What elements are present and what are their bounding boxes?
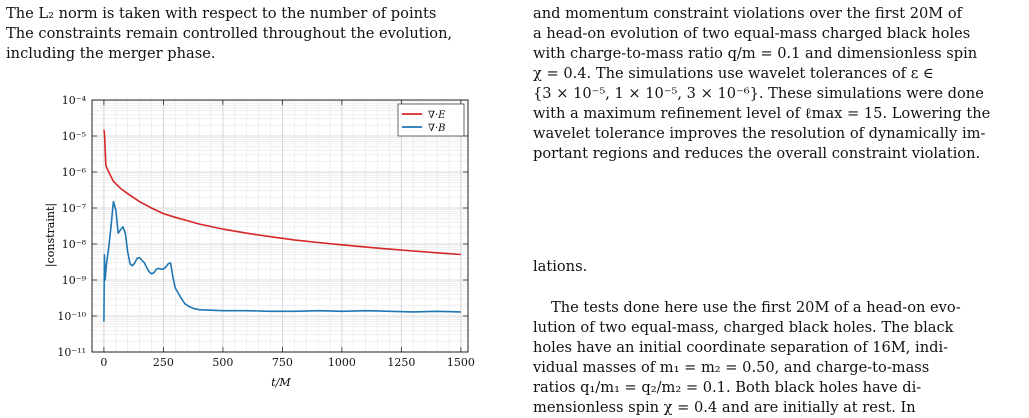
right-caption-line: portant regions and reduces the overall …: [533, 145, 981, 162]
y-tick-label: 10⁻⁶: [62, 166, 87, 179]
left-caption-line-3: including the merger phase.: [6, 45, 216, 62]
chart-axes: 0 250 500 750 1000 1250 1500 10⁻⁴ 10⁻⁵ 10⁻⁶ 10⁻⁷ 10…: [57, 94, 474, 369]
legend-label: ∇·B: [428, 123, 446, 134]
y-axis-label: |constraint|: [44, 203, 58, 267]
left-caption-line-2: The constraints remain controlled throug…: [6, 25, 453, 42]
plot-frame: [91, 99, 469, 353]
y-tick-label: 10⁻¹⁰: [57, 310, 86, 323]
x-tick-label: 250: [153, 356, 174, 369]
left-caption: The L₂ norm is taken with respect to the…: [6, 4, 496, 64]
right-caption-line: {3 × 10⁻⁵, 1 × 10⁻⁵, 3 × 10⁻⁶}. These si…: [533, 85, 984, 102]
right-caption-line: with a maximum refinement level of ℓmax …: [533, 105, 991, 122]
right-caption-line: and momentum constraint violations over …: [533, 5, 963, 22]
constraint-chart: 0 250 500 750 1000 1250 1500 10⁻⁴ 10⁻⁵ 10⁻⁶ 10⁻⁷ 10…: [44, 94, 475, 389]
y-tick-label: 10⁻⁵: [62, 130, 86, 143]
body-line: holes have an initial coordinate separat…: [533, 339, 949, 356]
x-tick-label: 1250: [387, 356, 415, 369]
chart-legend: ∇·E ∇·B: [397, 103, 465, 137]
y-tick-label: 10⁻⁴: [62, 94, 87, 107]
body-line: lution of two equal-mass, charged black …: [533, 319, 954, 336]
y-tick-label: 10⁻⁷: [62, 202, 87, 215]
x-tick-label: 750: [272, 356, 293, 369]
right-caption-line: wavelet tolerance improves the resolutio…: [533, 125, 986, 142]
legend-box: [397, 103, 465, 137]
y-tick-label: 10⁻⁹: [62, 274, 87, 287]
series-line-0: [103, 129, 461, 256]
body-line: ratios q₁/m₁ = q₂/m₂ = 0.1. Both black h…: [533, 379, 922, 396]
x-tick-label: 1000: [328, 356, 356, 369]
fragment-text: lations.: [533, 258, 588, 275]
legend-label: ∇·E: [428, 110, 446, 121]
right-caption-line: χ = 0.4. The simulations use wavelet tol…: [533, 65, 934, 82]
y-tick-label: 10⁻⁸: [62, 238, 87, 251]
right-caption: and momentum constraint violations over …: [533, 4, 1023, 164]
body-line: vidual masses of m₁ = m₂ = 0.50, and cha…: [533, 359, 930, 376]
body-line: mensionless spin χ = 0.4 and are initial…: [533, 399, 916, 416]
x-axis-label: t/M: [271, 376, 291, 389]
right-caption-line: a head-on evolution of two equal-mass ch…: [533, 25, 971, 42]
series-line-1: [103, 200, 461, 322]
body-line: The tests done here use the first 20M of…: [551, 299, 961, 316]
x-tick-label: 1500: [447, 356, 475, 369]
chart-series: [103, 129, 461, 322]
body-paragraph: The tests done here use the first 20M of…: [533, 298, 1023, 418]
chart-grid: [91, 99, 468, 353]
right-caption-line: with charge-to-mass ratio q/m = 0.1 and …: [533, 45, 978, 62]
left-caption-line-1: The L₂ norm is taken with respect to the…: [6, 5, 437, 22]
x-tick-label: 500: [212, 356, 233, 369]
x-tick-label: 0: [100, 356, 107, 369]
y-tick-label: 10⁻¹¹: [57, 346, 86, 359]
